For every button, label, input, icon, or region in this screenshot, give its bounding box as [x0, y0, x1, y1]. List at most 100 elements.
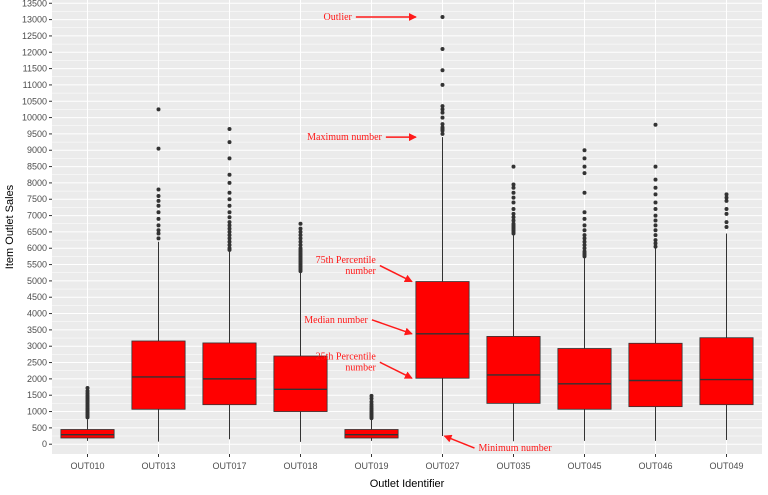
- annotation-arrow: [443, 434, 475, 449]
- annotation-label-line: Minimum number: [479, 443, 553, 454]
- box-iqr: [202, 342, 257, 406]
- annotation-label-line: Outlier: [324, 12, 353, 23]
- outlier-point: [227, 156, 232, 161]
- outlier-point: [227, 229, 232, 234]
- outlier-point: [653, 164, 658, 169]
- outlier-point: [227, 236, 232, 241]
- y-tick-label: 7000: [27, 211, 47, 221]
- outlier-point: [440, 82, 445, 87]
- outlier-point: [227, 242, 232, 247]
- annotation-arrow: [379, 361, 413, 379]
- outlier-point: [369, 399, 374, 404]
- outlier-point: [156, 198, 161, 203]
- outlier-point: [582, 249, 587, 254]
- annotation-arrow: [379, 264, 413, 283]
- outlier-point: [298, 229, 303, 234]
- box-iqr: [486, 336, 541, 404]
- outlier-points: [85, 14, 729, 421]
- y-tick-label: 10000: [22, 113, 47, 123]
- outlier-point: [440, 68, 445, 73]
- box-iqr: [344, 429, 399, 439]
- whiskers: [87, 137, 727, 442]
- outlier-point: [227, 223, 232, 228]
- outlier-point: [298, 242, 303, 247]
- annotation-label: Maximum number: [307, 132, 382, 143]
- outlier-point: [582, 164, 587, 169]
- y-tick-label: 5500: [27, 260, 47, 270]
- y-tick-label: 6500: [27, 227, 47, 237]
- outlier-point: [298, 226, 303, 231]
- y-tick-label: 9000: [27, 145, 47, 155]
- y-tick-label: 2000: [27, 374, 47, 384]
- box-iqr: [60, 429, 115, 439]
- annotation-label: Median number: [304, 315, 368, 326]
- outlier-point: [227, 220, 232, 225]
- outlier-point: [724, 225, 729, 229]
- outlier-point: [582, 228, 587, 233]
- outlier-point: [653, 223, 658, 228]
- outlier-point: [298, 239, 303, 244]
- outlier-point: [85, 388, 90, 393]
- y-tick-label: 2500: [27, 358, 47, 368]
- outlier-point: [440, 46, 445, 51]
- y-tick-label: 5000: [27, 276, 47, 286]
- outlier-point: [511, 221, 516, 226]
- outlier-point: [440, 131, 445, 136]
- outlier-point: [440, 107, 445, 112]
- annotation-arrow: [371, 319, 413, 336]
- x-tick-label: OUT013: [141, 461, 175, 471]
- outlier-point: [156, 193, 161, 198]
- x-tick-label: OUT049: [709, 461, 743, 471]
- y-tick-label: 12500: [22, 31, 47, 41]
- outlier-point: [156, 107, 161, 112]
- y-tick-label: 11000: [23, 80, 47, 90]
- outlier-point: [653, 233, 658, 238]
- box-iqr: [273, 355, 328, 412]
- outlier-point: [653, 177, 658, 182]
- x-tick-label: OUT017: [212, 461, 246, 471]
- box-iqr: [415, 281, 470, 379]
- x-tick-label: OUT027: [425, 461, 459, 471]
- outlier-point: [511, 185, 516, 190]
- outlier-point: [85, 386, 90, 391]
- outlier-point: [156, 216, 161, 221]
- outlier-point: [227, 233, 232, 238]
- annotation-label: 25th Percentile number: [316, 352, 377, 374]
- x-tick-label: OUT010: [70, 461, 104, 471]
- outlier-point: [653, 244, 658, 249]
- box-iqr: [131, 340, 186, 410]
- outlier-point: [227, 172, 232, 177]
- y-tick-label: 4000: [27, 309, 47, 319]
- outlier-point: [724, 207, 729, 212]
- outlier-point: [156, 203, 161, 208]
- x-tick-label: OUT019: [354, 461, 388, 471]
- x-axis-ticks: OUT010 OUT013 OUT017 OUT018 OUT019 OUT027 OUT0…: [70, 454, 744, 471]
- y-tick-label: 6000: [27, 243, 47, 253]
- outlier-point: [582, 171, 587, 176]
- outlier-point: [511, 195, 516, 200]
- outlier-point: [298, 233, 303, 238]
- annotation-label: 75th Percentile number: [316, 255, 377, 277]
- outlier-point: [582, 216, 587, 221]
- outlier-point: [227, 180, 232, 185]
- outlier-point: [511, 207, 516, 212]
- outlier-point: [156, 146, 161, 151]
- annotation-label-line: 25th Percentile: [316, 352, 377, 363]
- outlier-point: [227, 127, 232, 132]
- outlier-point: [653, 218, 658, 223]
- outlier-point: [369, 393, 374, 398]
- outlier-point: [227, 239, 232, 244]
- outlier-point: [298, 221, 303, 226]
- outlier-point: [227, 215, 232, 220]
- outlier-point: [156, 236, 161, 241]
- annotation-label-line: 75th Percentile: [316, 255, 377, 266]
- outlier-point: [227, 226, 232, 231]
- y-tick-label: 9500: [27, 129, 47, 139]
- outlier-point: [653, 122, 658, 127]
- x-tick-label: OUT045: [567, 461, 601, 471]
- y-tick-label: 4500: [27, 292, 47, 302]
- outlier-point: [156, 228, 161, 233]
- box-iqr: [628, 342, 683, 408]
- outlier-point: [724, 198, 729, 203]
- outlier-point: [227, 190, 232, 195]
